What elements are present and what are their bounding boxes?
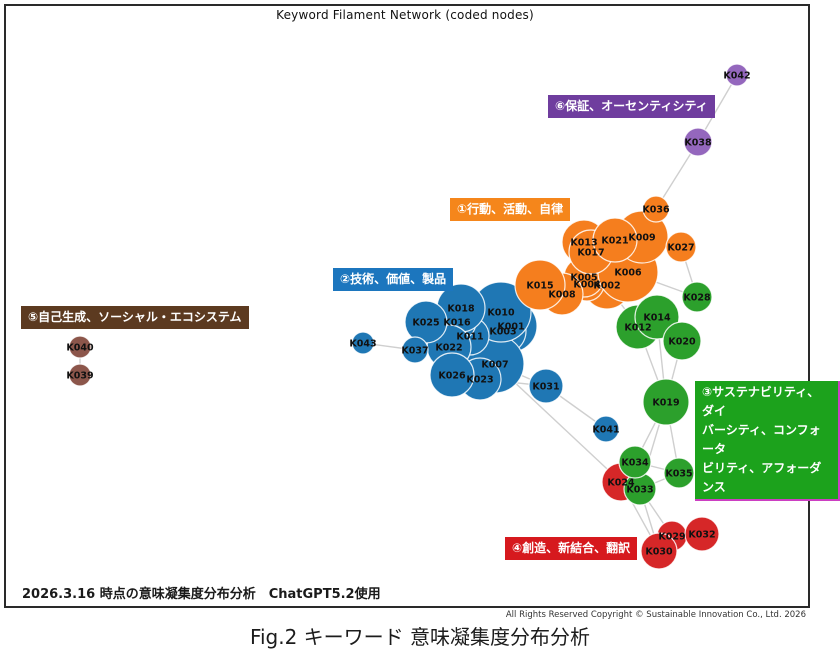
- node-label-K038: K038: [684, 138, 712, 149]
- node-K042: [725, 63, 749, 87]
- node-K038: [683, 127, 713, 157]
- node-label-K025: K025: [412, 318, 439, 329]
- node-label-K019: K019: [652, 398, 679, 409]
- node-label-K004: K004: [573, 280, 601, 291]
- node-label-K023: K023: [466, 375, 493, 386]
- node-label-K027: K027: [667, 243, 694, 254]
- node-label-K017: K017: [577, 248, 604, 259]
- node-label-K011: K011: [456, 332, 483, 343]
- node-label-K035: K035: [665, 469, 692, 480]
- copyright-text: All Rights Reserved Copyright © Sustaina…: [505, 610, 806, 620]
- node-label-K015: K015: [526, 281, 553, 292]
- node-label-K039: K039: [66, 371, 93, 382]
- node-label-K032: K032: [688, 530, 715, 541]
- analysis-note: 2026.3.16 時点の意味凝集度分布分析 ChatGPT5.2使用: [22, 587, 381, 602]
- node-label-K034: K034: [621, 458, 649, 469]
- node-K031: [528, 368, 564, 404]
- node-K035: [663, 457, 695, 489]
- node-label-K009: K009: [628, 233, 655, 244]
- node-label-K028: K028: [683, 293, 711, 304]
- node-label-K001: K001: [497, 322, 524, 333]
- node-label-K024: K024: [607, 478, 635, 489]
- node-label-K037: K037: [401, 346, 428, 357]
- node-K028: [681, 281, 713, 313]
- node-label-K005: K005: [570, 273, 597, 284]
- node-K040: [68, 335, 92, 359]
- node-label-K030: K030: [645, 547, 673, 558]
- node-K027: [665, 231, 697, 263]
- node-K037: [401, 336, 429, 364]
- figure-caption: Fig.2 キーワード 意味凝集度分布分析: [249, 625, 591, 649]
- node-K043: [351, 331, 375, 355]
- node-K021: [592, 217, 638, 263]
- node-label-K033: K033: [626, 485, 653, 496]
- node-K019: [642, 378, 690, 426]
- node-label-K042: K042: [723, 71, 750, 82]
- node-K034: [618, 445, 652, 479]
- node-label-K031: K031: [532, 382, 559, 393]
- node-label-K018: K018: [447, 304, 475, 315]
- node-K036: [642, 195, 670, 223]
- node-label-K016: K016: [443, 318, 471, 329]
- node-label-K003: K003: [489, 327, 516, 338]
- node-label-K029: K029: [658, 532, 685, 543]
- figure-title: Keyword Filament Network (coded nodes): [276, 8, 534, 22]
- node-label-K043: K043: [349, 339, 376, 350]
- node-label-K014: K014: [643, 313, 671, 324]
- node-label-K041: K041: [592, 425, 619, 436]
- node-K041: [592, 415, 620, 443]
- node-label-K010: K010: [487, 308, 515, 319]
- node-K015: [514, 259, 566, 311]
- node-label-K020: K020: [668, 337, 696, 348]
- node-K020: [662, 321, 702, 361]
- node-label-K002: K002: [593, 281, 620, 292]
- node-label-K021: K021: [601, 236, 628, 247]
- node-label-K026: K026: [438, 371, 466, 382]
- node-label-K040: K040: [66, 343, 94, 354]
- node-K026: [429, 352, 475, 398]
- node-label-K007: K007: [481, 360, 508, 371]
- node-label-K008: K008: [548, 290, 576, 301]
- node-K030: [640, 532, 678, 570]
- node-label-K012: K012: [624, 323, 651, 334]
- node-label-K006: K006: [614, 268, 642, 279]
- node-label-K036: K036: [642, 205, 670, 216]
- node-label-K022: K022: [435, 343, 462, 354]
- node-label-K013: K013: [570, 238, 597, 249]
- node-K039: [68, 363, 92, 387]
- node-K032: [684, 516, 720, 552]
